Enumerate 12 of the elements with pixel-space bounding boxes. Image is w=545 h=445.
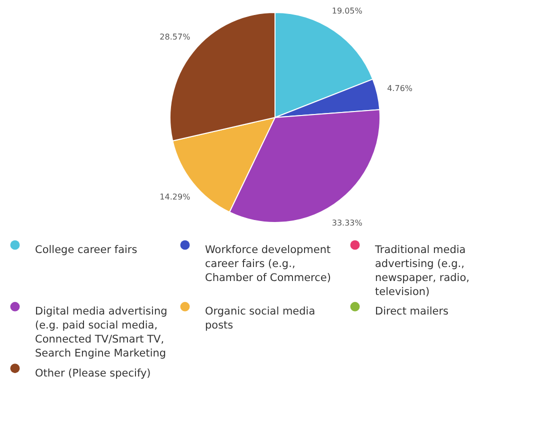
legend-label: Traditional media advertising (e.g., newspaper, radio, television) xyxy=(374,244,470,298)
legend-label: Workforce development career fairs (e.g., Chamber of Commerce) xyxy=(205,244,331,284)
legend-label: Digital media advertising (e.g. paid social media, Connected TV/Smart TV, Search Engine Marketing xyxy=(35,306,168,360)
data-label: 14.29% xyxy=(160,192,191,202)
legend-label: Other (Please specify) xyxy=(35,367,151,380)
legend-label: Direct mailers xyxy=(375,306,449,318)
data-label: 4.76% xyxy=(387,84,413,94)
legend-label: Organic social media posts xyxy=(205,306,316,332)
data-label: 33.33% xyxy=(332,218,363,228)
data-label: 19.05% xyxy=(332,6,363,16)
legend-label: College career fairs xyxy=(35,244,138,256)
data-label: 28.57% xyxy=(160,32,191,42)
